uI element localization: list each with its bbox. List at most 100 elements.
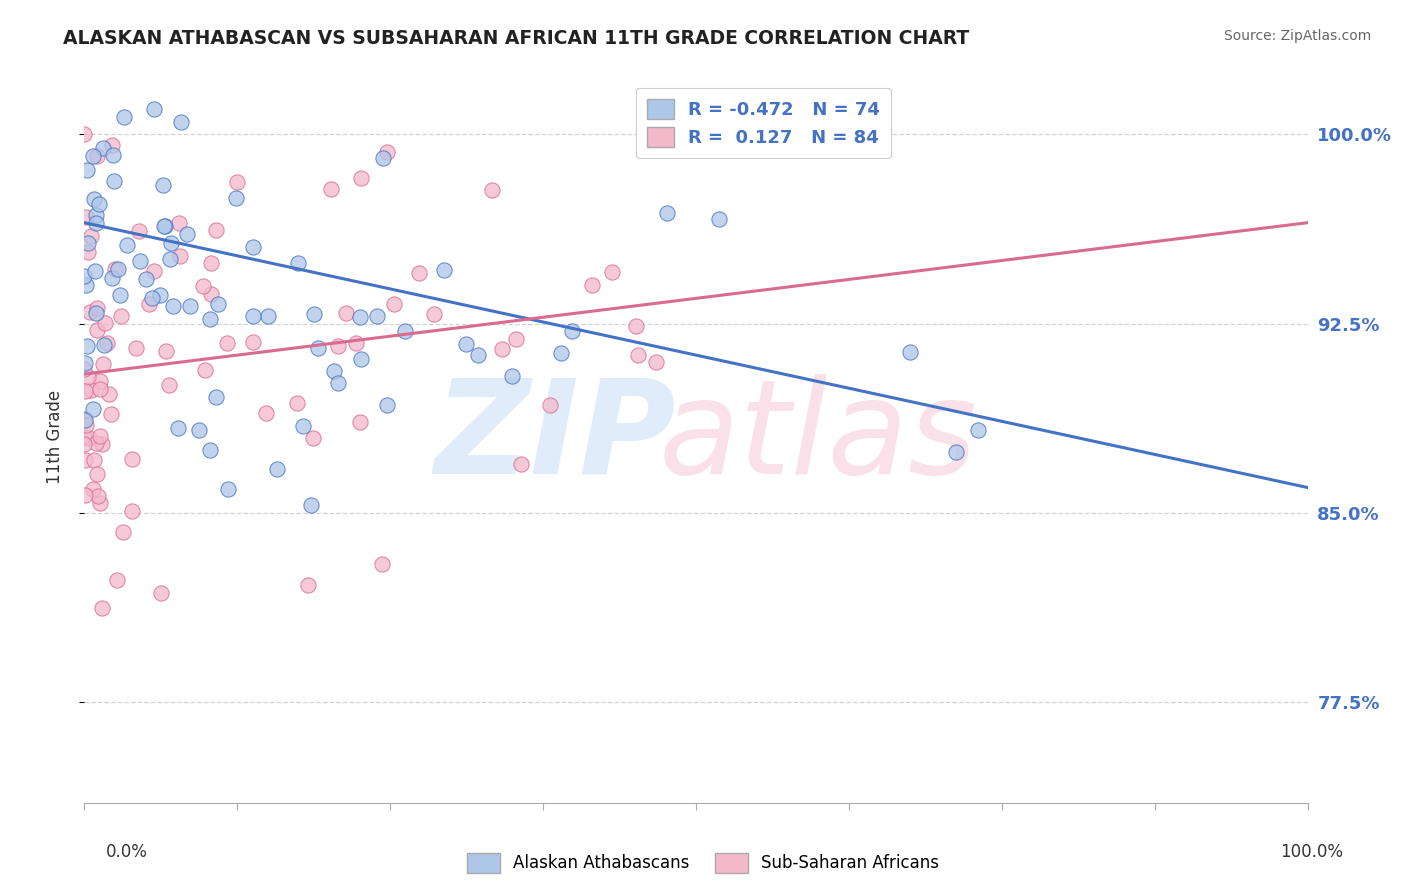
Point — [169, 249, 191, 263]
Text: Source: ZipAtlas.com: Source: ZipAtlas.com — [1223, 29, 1371, 43]
Point — [349, 171, 371, 186]
Point — [84, 264, 107, 278]
Point — [152, 219, 174, 234]
Point — [82, 149, 104, 163]
Point — [84, 435, 107, 450]
Point — [73, 412, 96, 426]
Point — [191, 278, 214, 293]
Legend: Alaskan Athabascans, Sub-Saharan Africans: Alaskan Athabascans, Sub-Saharan African… — [460, 847, 946, 880]
Point — [86, 301, 108, 315]
Point — [481, 183, 503, 197]
Point — [242, 309, 264, 323]
Text: 100.0%: 100.0% — [1279, 843, 1343, 861]
Point — [157, 377, 180, 392]
Point — [76, 370, 98, 384]
Point — [371, 151, 394, 165]
Point — [75, 413, 97, 427]
Point — [100, 407, 122, 421]
Point — [242, 240, 264, 254]
Point — [422, 306, 444, 320]
Point — [107, 261, 129, 276]
Point — [225, 191, 247, 205]
Text: atlas: atlas — [659, 374, 977, 500]
Y-axis label: 11th Grade: 11th Grade — [45, 390, 63, 484]
Point — [326, 376, 349, 391]
Point — [77, 431, 100, 445]
Point — [505, 332, 527, 346]
Point — [433, 263, 456, 277]
Point — [550, 346, 572, 360]
Point — [86, 149, 108, 163]
Point — [335, 306, 357, 320]
Point — [103, 174, 125, 188]
Point — [86, 323, 108, 337]
Point — [302, 432, 325, 446]
Point — [454, 337, 477, 351]
Point — [200, 286, 222, 301]
Point — [344, 336, 367, 351]
Point — [89, 382, 111, 396]
Point — [73, 356, 96, 370]
Point — [167, 421, 190, 435]
Point — [89, 496, 111, 510]
Point — [76, 163, 98, 178]
Point — [80, 383, 103, 397]
Point — [266, 462, 288, 476]
Point — [73, 488, 96, 502]
Point — [86, 467, 108, 482]
Point — [77, 245, 100, 260]
Point — [644, 355, 666, 369]
Point — [408, 266, 430, 280]
Point — [83, 193, 105, 207]
Point — [128, 224, 150, 238]
Point — [200, 442, 222, 457]
Point — [898, 344, 921, 359]
Point — [321, 182, 343, 196]
Point — [188, 423, 211, 437]
Point — [121, 452, 143, 467]
Point — [207, 297, 229, 311]
Point — [112, 110, 135, 124]
Point — [110, 309, 132, 323]
Text: ZIP: ZIP — [434, 374, 676, 500]
Point — [111, 524, 134, 539]
Point — [82, 482, 104, 496]
Point — [96, 336, 118, 351]
Point — [162, 299, 184, 313]
Point — [581, 277, 603, 292]
Point — [152, 178, 174, 192]
Point — [297, 578, 319, 592]
Point — [307, 341, 329, 355]
Point — [143, 263, 166, 277]
Point — [160, 236, 183, 251]
Point — [501, 368, 523, 383]
Point — [73, 268, 96, 283]
Point — [101, 137, 124, 152]
Point — [467, 348, 489, 362]
Point — [627, 347, 650, 361]
Text: 0.0%: 0.0% — [105, 843, 148, 861]
Point — [375, 145, 398, 159]
Point — [322, 364, 344, 378]
Point — [86, 489, 108, 503]
Point — [149, 288, 172, 302]
Point — [254, 406, 277, 420]
Point — [121, 503, 143, 517]
Point — [205, 390, 228, 404]
Point — [73, 384, 96, 399]
Point — [285, 395, 308, 409]
Point — [135, 272, 157, 286]
Text: ALASKAN ATHABASCAN VS SUBSAHARAN AFRICAN 11TH GRADE CORRELATION CHART: ALASKAN ATHABASCAN VS SUBSAHARAN AFRICAN… — [63, 29, 970, 47]
Point — [142, 102, 165, 116]
Point — [226, 175, 249, 189]
Point — [155, 343, 177, 358]
Point — [510, 458, 533, 472]
Point — [105, 573, 128, 587]
Point — [394, 324, 416, 338]
Point — [76, 236, 98, 251]
Point — [138, 296, 160, 310]
Point — [83, 453, 105, 467]
Point — [91, 436, 114, 450]
Point — [87, 197, 110, 211]
Point — [91, 141, 114, 155]
